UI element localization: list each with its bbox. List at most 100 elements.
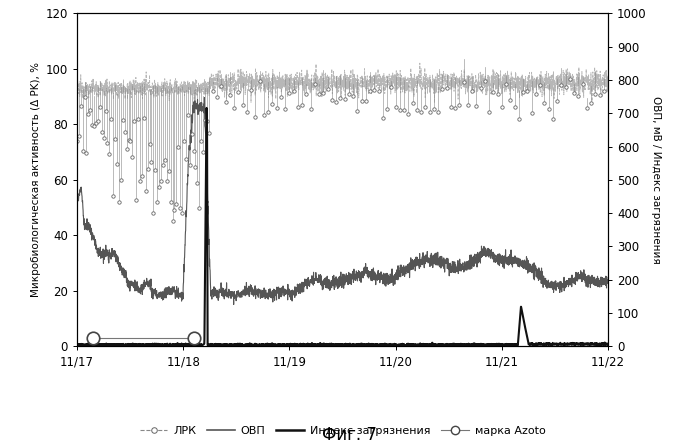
Point — [539, 100, 550, 107]
Point — [572, 93, 584, 100]
Point — [194, 205, 205, 212]
Point — [154, 183, 165, 190]
Point — [184, 161, 195, 168]
Point — [424, 108, 435, 115]
Point — [171, 201, 182, 208]
Point — [229, 105, 240, 112]
Y-axis label: ОВП, мВ / Индекс загрязнения: ОВП, мВ / Индекс загрязнения — [651, 96, 661, 264]
Point — [113, 198, 124, 206]
Point — [150, 166, 161, 174]
Point — [488, 88, 499, 95]
Point — [390, 104, 401, 111]
Point — [420, 104, 431, 111]
Point — [462, 101, 473, 108]
Point — [560, 83, 571, 90]
Point — [377, 114, 389, 121]
Point — [480, 77, 491, 84]
Point — [326, 96, 338, 103]
Point — [586, 99, 597, 107]
Point — [411, 107, 422, 114]
Point — [123, 136, 134, 143]
Point — [254, 77, 265, 84]
Point — [582, 105, 593, 112]
Point — [90, 119, 101, 126]
Point — [73, 132, 85, 139]
Point — [198, 148, 209, 155]
Point — [192, 179, 203, 186]
Point — [547, 115, 559, 123]
Point — [280, 106, 291, 113]
Point — [224, 92, 236, 99]
Point — [82, 111, 94, 118]
Point — [301, 90, 312, 97]
Point — [161, 177, 173, 184]
Point — [531, 91, 542, 98]
Point — [309, 80, 320, 87]
Point — [108, 193, 119, 200]
Point — [167, 218, 178, 225]
Point — [98, 135, 109, 142]
Point — [94, 103, 106, 111]
Point — [175, 204, 186, 211]
Point — [144, 140, 155, 147]
Point — [147, 209, 159, 216]
Point — [292, 103, 303, 111]
Point — [127, 153, 138, 160]
Point — [111, 161, 122, 168]
Point — [496, 103, 507, 110]
Point — [552, 97, 563, 104]
Point — [203, 129, 215, 136]
Point — [445, 103, 456, 110]
Point — [163, 167, 174, 174]
Point — [466, 87, 477, 95]
Point — [441, 84, 452, 91]
Point — [568, 89, 579, 96]
Point — [259, 112, 270, 119]
Point — [271, 104, 282, 111]
Point — [484, 109, 495, 116]
Point — [186, 130, 197, 137]
Point — [220, 98, 231, 105]
Point — [100, 107, 111, 115]
Point — [343, 91, 354, 98]
Point — [129, 117, 140, 124]
Point — [125, 138, 136, 145]
Point — [339, 95, 350, 103]
Point — [415, 108, 426, 115]
Point — [449, 104, 461, 111]
Point — [267, 100, 278, 107]
Point — [157, 161, 168, 168]
Point — [117, 117, 129, 124]
Point — [121, 145, 132, 152]
Point — [233, 88, 244, 95]
Point — [152, 199, 163, 206]
Point — [89, 123, 100, 130]
Point — [134, 178, 145, 185]
Point — [138, 115, 150, 122]
Point — [386, 83, 397, 91]
Point — [454, 101, 465, 108]
Point — [136, 172, 147, 179]
Point — [159, 156, 171, 163]
Point — [110, 135, 121, 142]
Point — [352, 107, 363, 114]
Point — [577, 80, 589, 87]
Point — [428, 106, 440, 113]
Point — [347, 93, 359, 100]
Point — [102, 139, 113, 146]
Point — [190, 163, 201, 170]
Point — [517, 88, 528, 95]
Point — [382, 106, 393, 113]
Point — [119, 128, 130, 135]
Point — [564, 75, 575, 83]
Point — [180, 155, 192, 163]
Point — [335, 95, 346, 102]
Point — [500, 80, 512, 87]
Y-axis label: Микробиологическая активность (Δ PK), %: Микробиологическая активность (Δ PK), % — [31, 62, 41, 297]
Point — [87, 122, 98, 129]
Point — [360, 98, 371, 105]
Point — [241, 108, 252, 115]
Point — [146, 159, 157, 166]
Point — [535, 82, 546, 89]
Point — [475, 84, 487, 91]
